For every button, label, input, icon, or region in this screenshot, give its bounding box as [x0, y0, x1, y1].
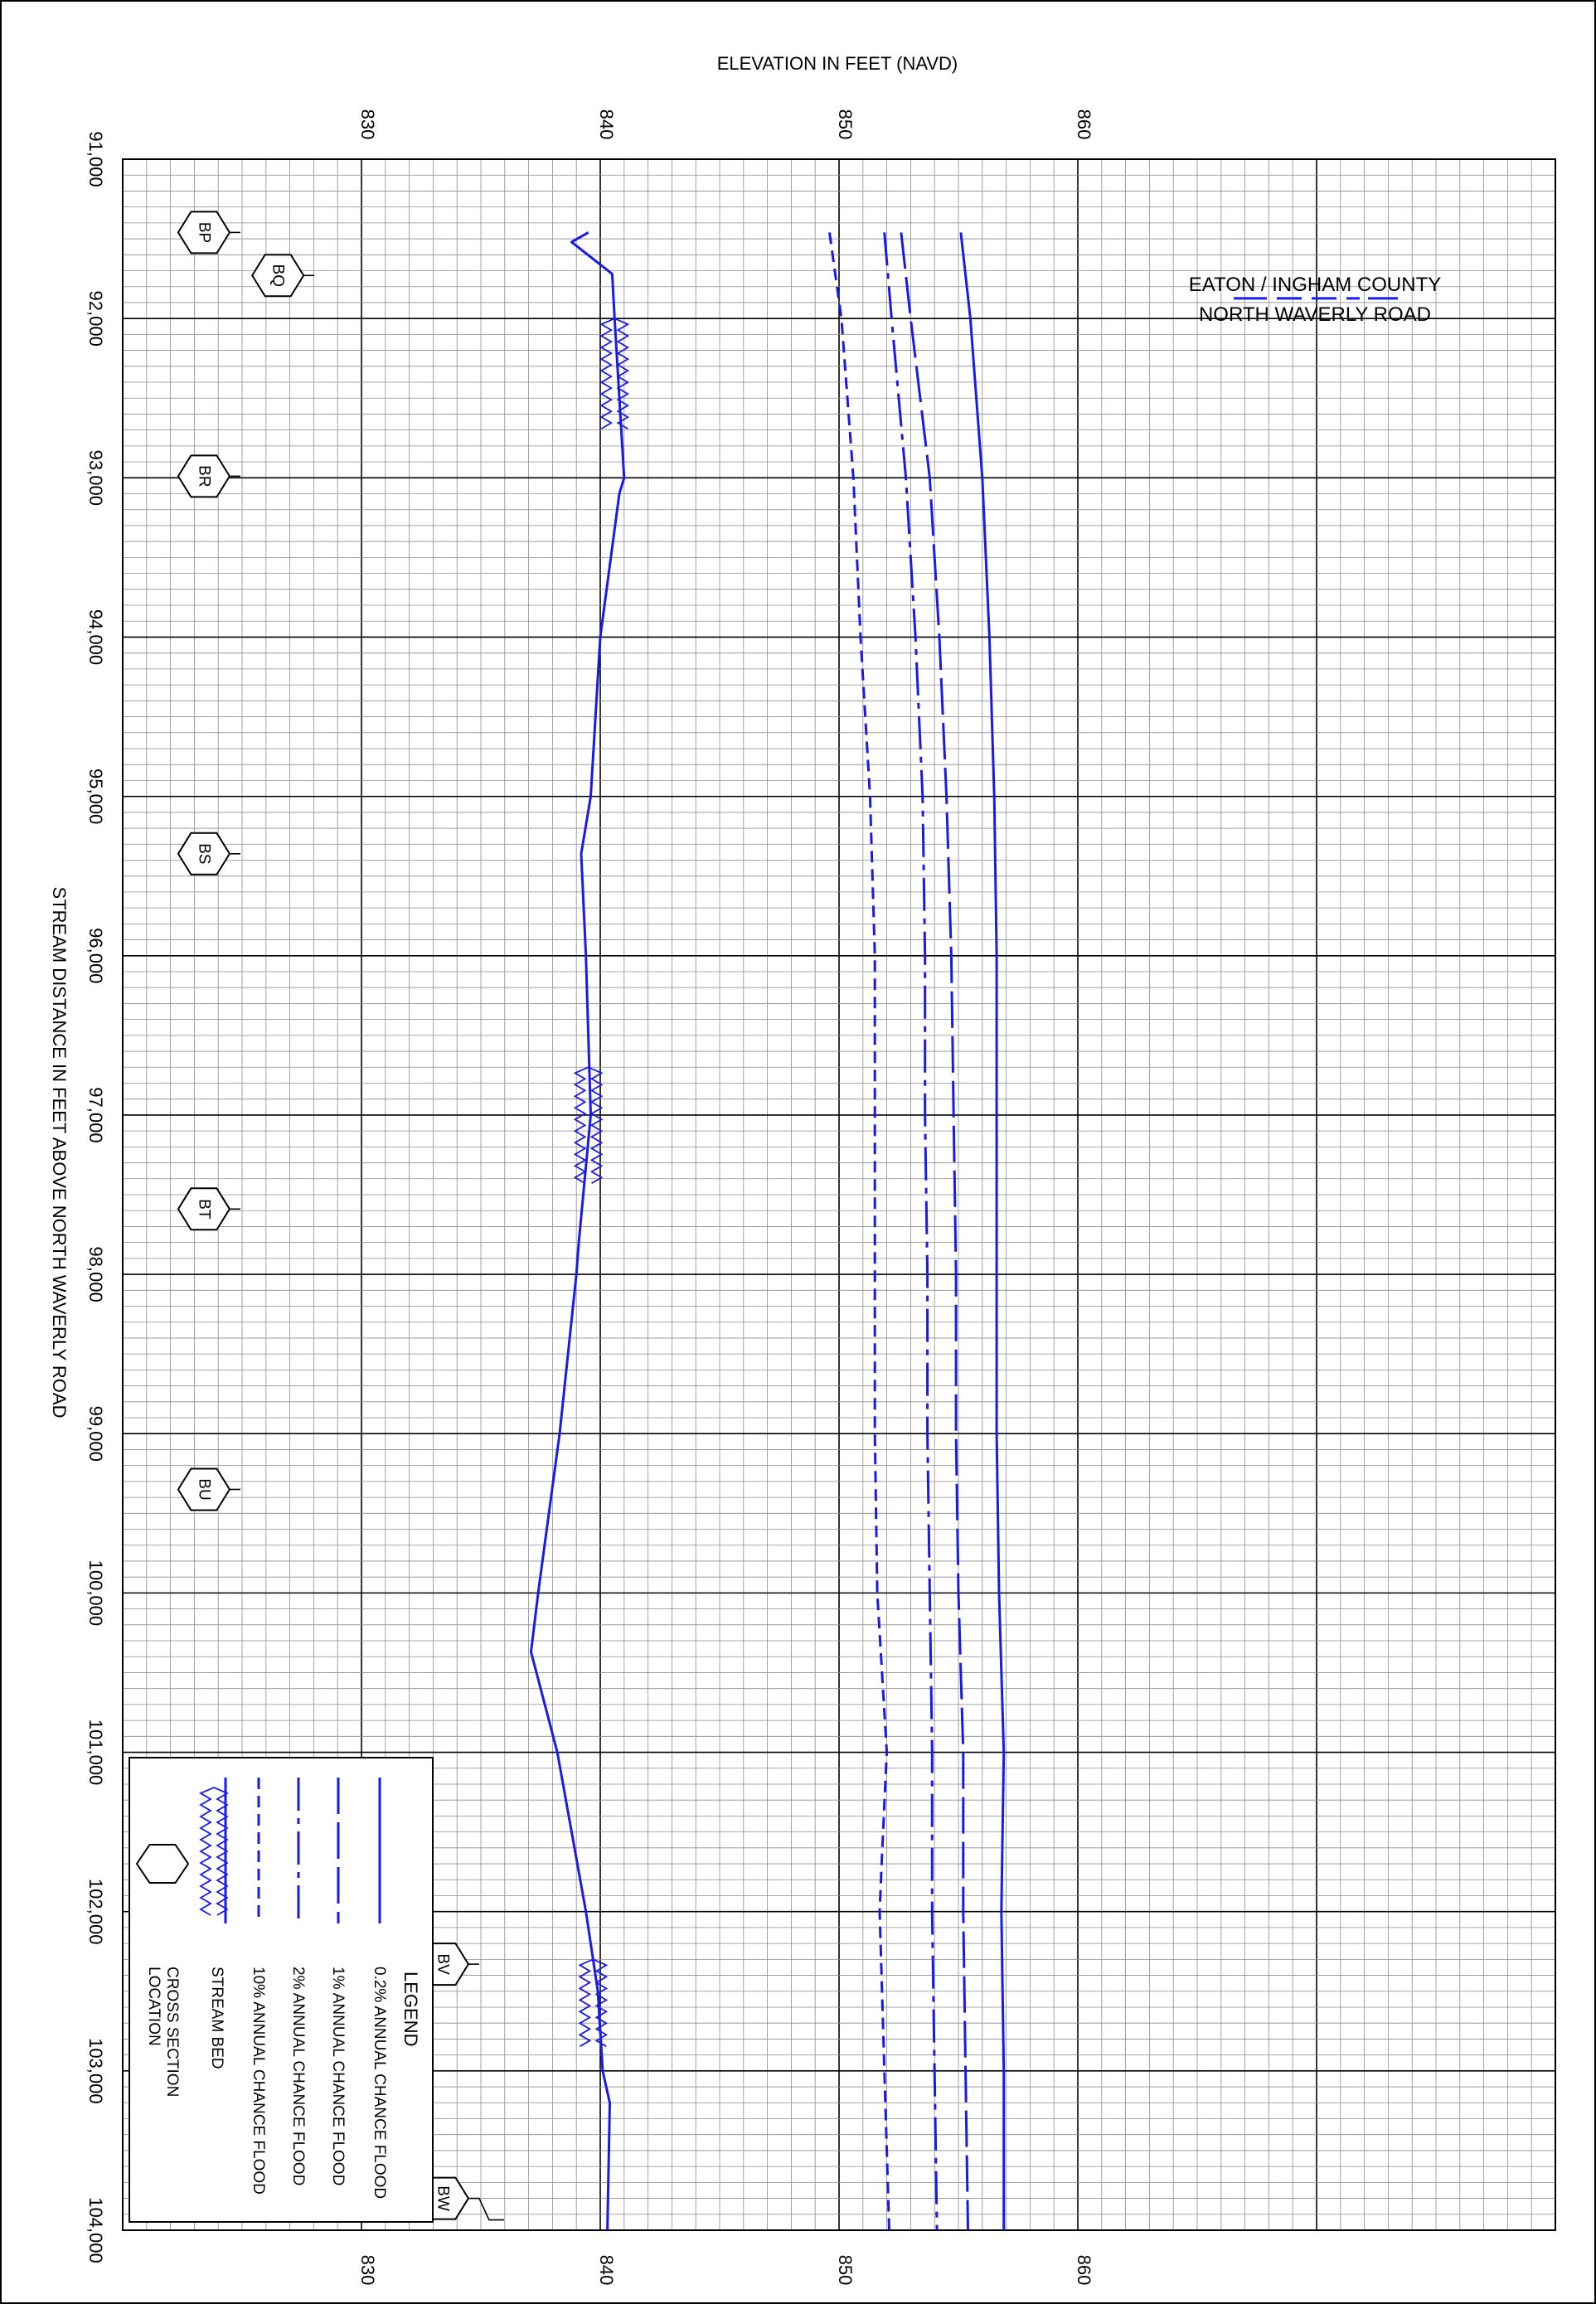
elevation-tick-label-bottom: 860 [1074, 2255, 1094, 2286]
culvert-zigzag [599, 318, 615, 429]
cross-section-leader [467, 2197, 504, 2221]
cross-section-bu: BU [177, 1467, 240, 1511]
hexagon-icon [251, 254, 305, 298]
elevation-axis-title: ELEVATION IN FEET (NAVD) [717, 53, 958, 74]
cross-section-label: BT [195, 1199, 212, 1220]
legend-culvert-symbol [199, 1787, 229, 1916]
distance-tick-label: 93,000 [85, 450, 106, 506]
culvert-zigzag [573, 1066, 589, 1185]
cross-section-label: BU [195, 1478, 212, 1500]
elevation-tick-label-bottom: 850 [835, 2255, 856, 2286]
legend-label: 10% ANNUAL CHANCE FLOOD [250, 1967, 267, 2195]
culvert-zigzag [199, 1787, 215, 1916]
plot-frame [122, 158, 1556, 2231]
elevation-tick-label-bottom: 830 [357, 2255, 378, 2286]
hexagon-icon [135, 1844, 190, 1884]
legend-label-line2: LOCATION [145, 1967, 163, 2046]
culvert-zigzag [614, 318, 630, 429]
legend-box [129, 1757, 434, 2223]
cross-section-br: BR [177, 454, 240, 498]
cross-section-label: BV [434, 1953, 451, 1975]
hexagon-icon [177, 211, 231, 255]
cross-section-label: BW [434, 2185, 451, 2211]
cross-section-markers: BP BQ BR BS BT BU BV BW [177, 211, 504, 2221]
culvert-zigzag [588, 1066, 604, 1185]
hexagon-icon [177, 454, 231, 498]
elevation-tick-label-top: 860 [1074, 109, 1094, 140]
elevation-tick-label-top: 830 [357, 109, 378, 140]
legend-item-1: 1% ANNUAL CHANCE FLOOD [329, 1778, 347, 2185]
legend-item-4: STREAM BED [199, 1778, 229, 2069]
distance-tick-label: 96,000 [85, 928, 106, 983]
legend-label: 0.2% ANNUAL CHANCE FLOOD [371, 1967, 388, 2199]
elevation-tick-label-top: 850 [835, 109, 856, 140]
cross-section-bq: BQ [251, 254, 315, 298]
tick-labels: 91,000 92,000 93,000 94,000 95,000 96,000 97,0… [85, 109, 1094, 2286]
distance-tick-label: 95,000 [85, 769, 106, 824]
distance-tick-label: 102,000 [85, 1879, 106, 1945]
legend-item-3: 10% ANNUAL CHANCE FLOOD [250, 1778, 267, 2195]
county-boundary-annotation: EATON / INGHAM COUNTY NORTH WAVERLY ROAD [1189, 274, 1441, 326]
series-line-2 [883, 232, 939, 2231]
legend-title: LEGEND [400, 1972, 421, 2046]
distance-tick-label: 100,000 [85, 1560, 106, 1627]
distance-tick-label: 103,000 [85, 2038, 106, 2104]
hexagon-icon [177, 832, 231, 876]
legend-item-0: 0.2% ANNUAL CHANCE FLOOD [371, 1778, 388, 2199]
legend-label: 1% ANNUAL CHANCE FLOOD [329, 1967, 347, 2185]
annotation-line2: NORTH WAVERLY ROAD [1199, 303, 1431, 326]
distance-tick-label: 104,000 [85, 2197, 106, 2263]
cross-section-label: BR [195, 465, 212, 487]
cross-section-label: BP [195, 222, 212, 243]
culvert-zigzag [578, 1958, 594, 2048]
culvert-marks [573, 318, 630, 2048]
hexagon-icon [177, 1467, 231, 1511]
series-line-3 [828, 232, 890, 2231]
distance-tick-label: 91,000 [85, 131, 106, 187]
legend: LEGEND 0.2% ANNUAL CHANCE FLOOD 1% ANNUAL … [129, 1757, 434, 2223]
hexagon-icon [177, 1187, 231, 1231]
elevation-tick-label-top: 840 [596, 109, 617, 140]
legend-label: STREAM BED [208, 1967, 226, 2069]
cross-section-label: BQ [269, 264, 287, 287]
legend-label: 2% ANNUAL CHANCE FLOOD [289, 1967, 307, 2185]
grid [122, 158, 1556, 2231]
cross-section-bt: BT [177, 1187, 240, 1231]
series-line-0 [959, 232, 1006, 2230]
cross-section-bp: BP [177, 211, 240, 255]
cross-section-label: BS [195, 843, 212, 864]
culvert-mark-0 [599, 318, 630, 429]
distance-tick-label: 92,000 [85, 291, 106, 347]
culvert-mark-1 [573, 1066, 604, 1185]
culvert-zigzag [213, 1787, 229, 1916]
series-line-1 [900, 232, 969, 2231]
distance-tick-label: 97,000 [85, 1087, 106, 1142]
legend-label-line1: CROSS SECTION [163, 1967, 181, 2097]
distance-axis-title: STREAM DISTANCE IN FEET ABOVE NORTH WAVE… [49, 887, 70, 1419]
elevation-tick-label-bottom: 840 [596, 2255, 617, 2286]
culvert-zigzag [592, 1958, 609, 2048]
distance-tick-label: 94,000 [85, 609, 106, 665]
distance-tick-label: 99,000 [85, 1406, 106, 1462]
distance-tick-label: 101,000 [85, 1720, 106, 1786]
legend-item-2: 2% ANNUAL CHANCE FLOOD [289, 1778, 307, 2185]
annotation-line1: EATON / INGHAM COUNTY [1189, 274, 1441, 296]
distance-tick-label: 98,000 [85, 1246, 106, 1302]
culvert-mark-2 [578, 1958, 609, 2048]
cross-section-bs: BS [177, 832, 240, 876]
